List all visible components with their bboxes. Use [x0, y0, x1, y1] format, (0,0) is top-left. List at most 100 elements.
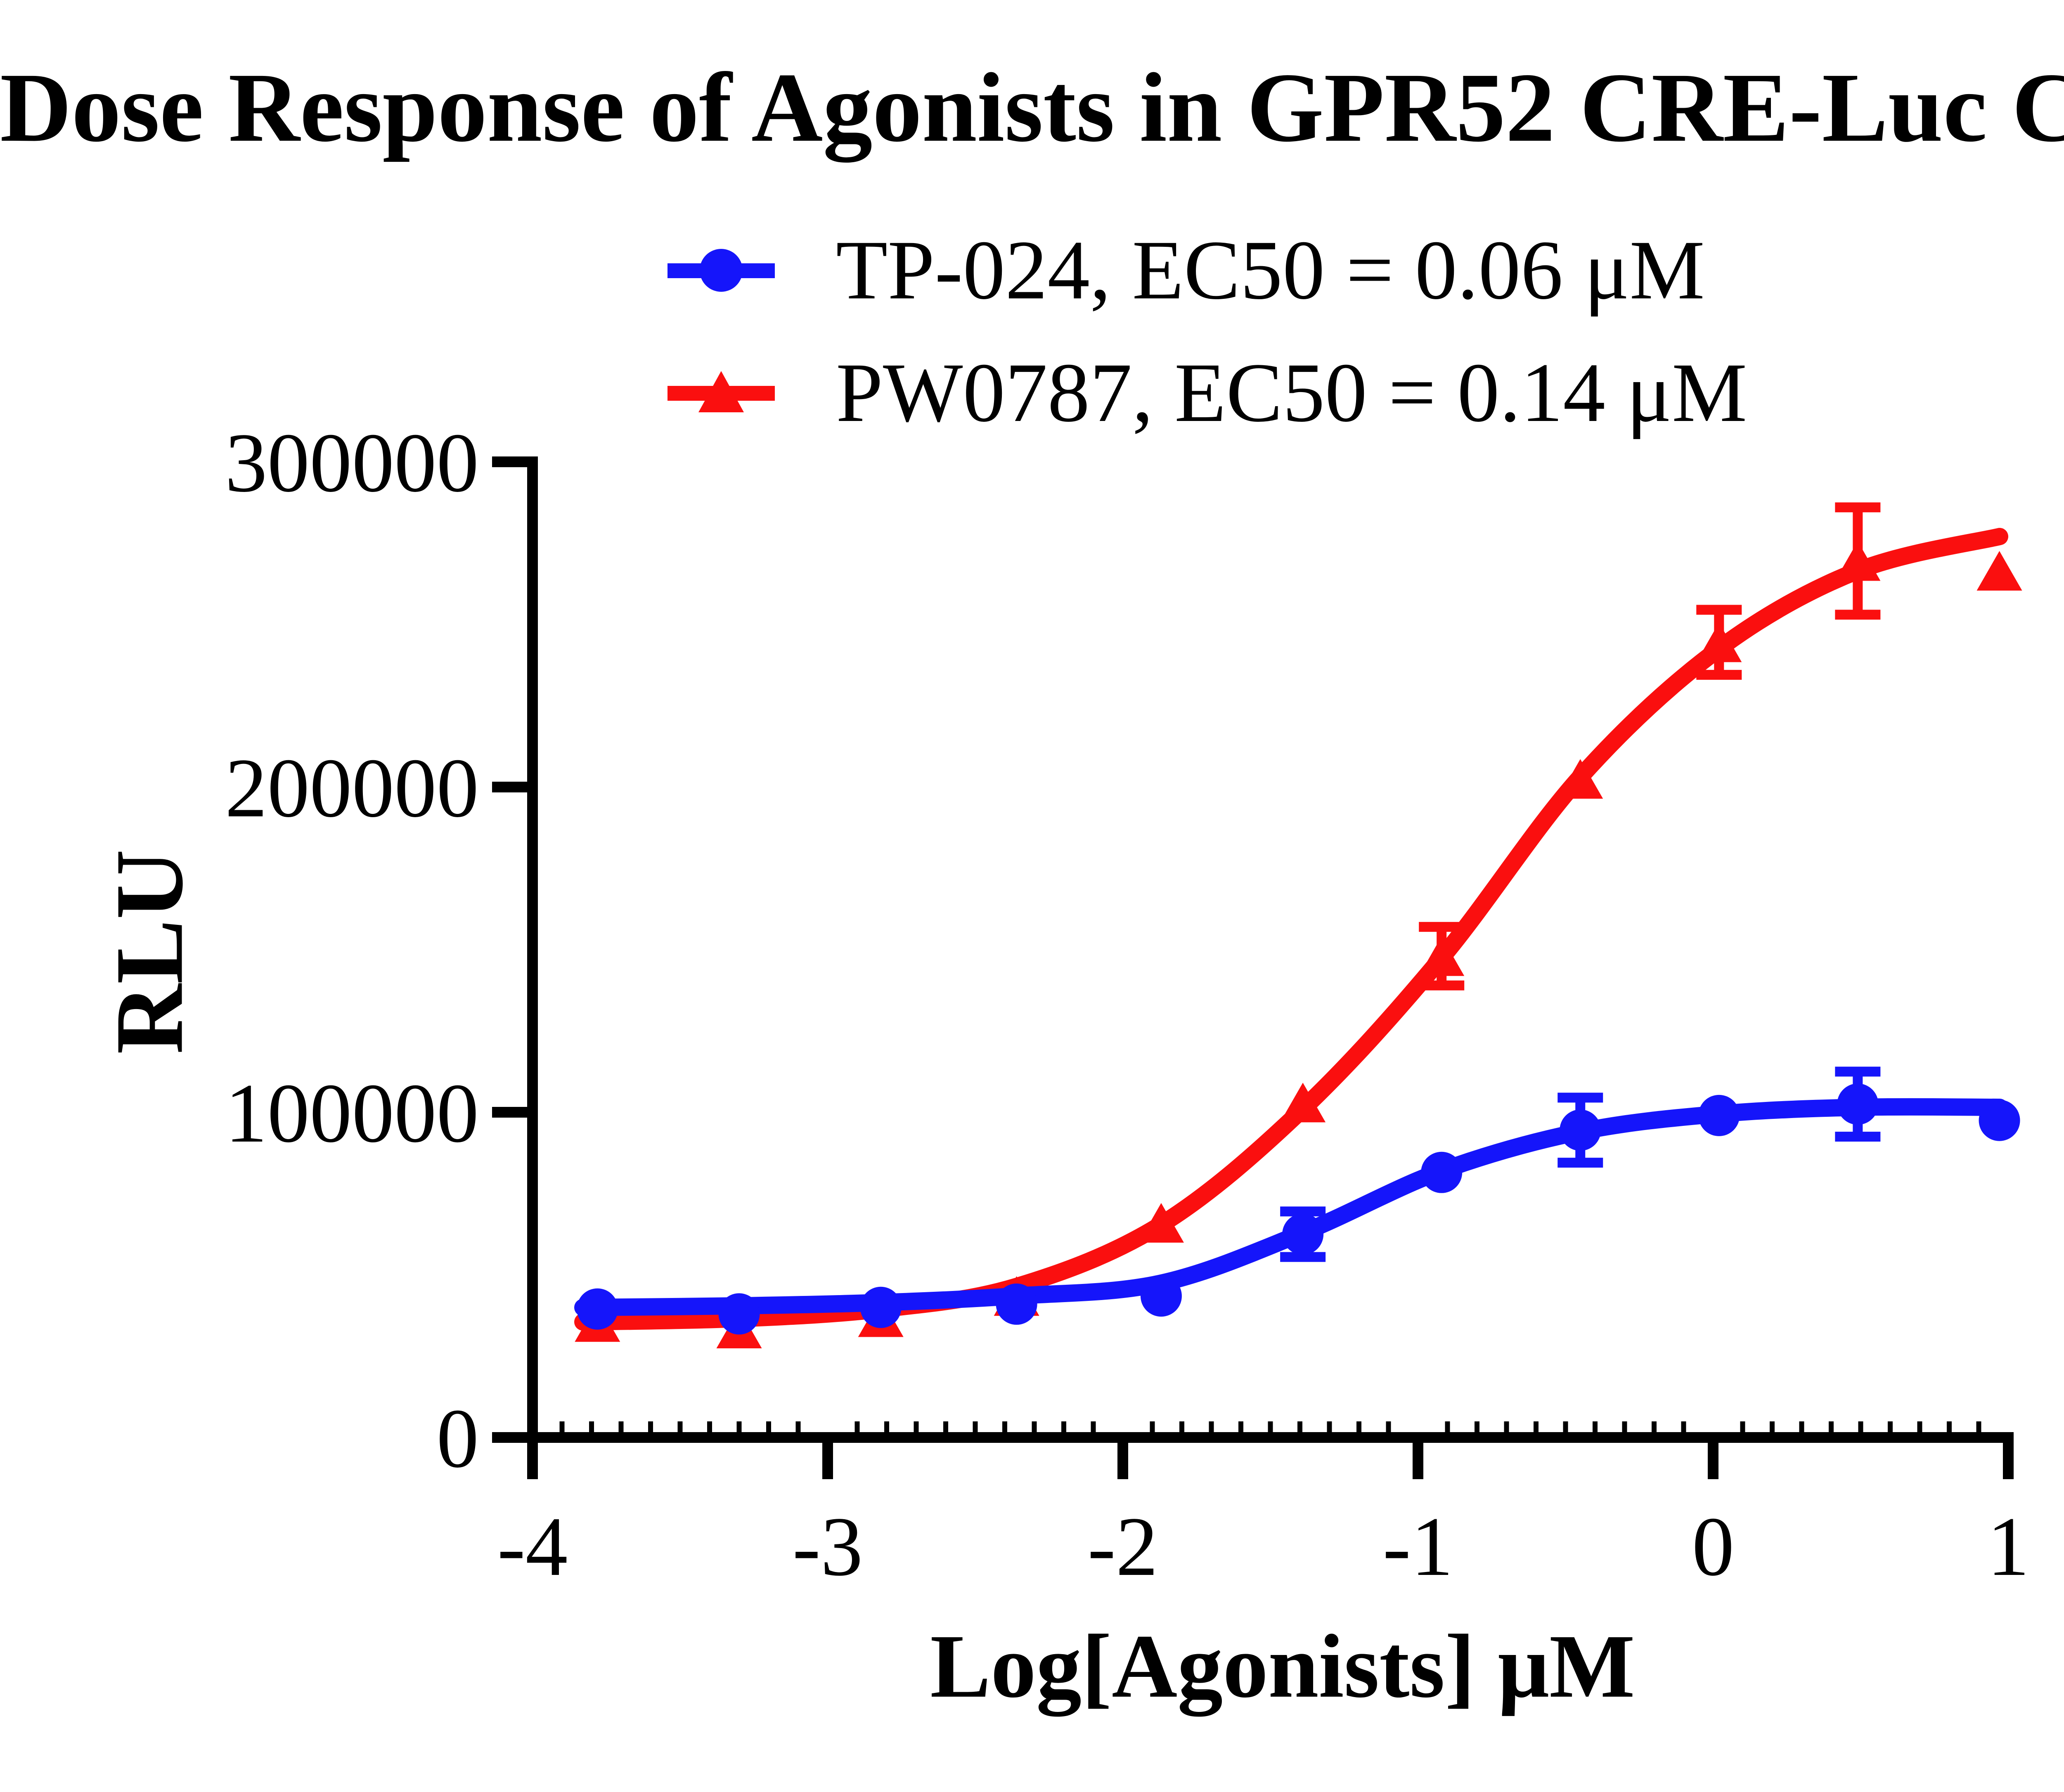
x-minor-tick-mark: [1888, 1421, 1893, 1432]
circle-marker-icon: [700, 249, 743, 292]
error-bar-cap: [1419, 980, 1465, 991]
data-point-pw0787: [1419, 936, 1465, 976]
data-point-tp-024: [860, 1286, 902, 1328]
x-tick-mark: [1708, 1443, 1718, 1479]
x-minor-tick-mark: [1740, 1421, 1745, 1432]
x-tick-label-neg3: -3: [792, 1500, 863, 1593]
error-bar-cap: [1835, 1066, 1881, 1077]
x-minor-tick-mark: [795, 1421, 801, 1432]
error-bar-cap: [1557, 1158, 1603, 1168]
data-point-pw0787: [1138, 1203, 1184, 1243]
x-tick-mark: [822, 1443, 833, 1479]
x-minor-tick-mark: [1150, 1421, 1155, 1432]
chart-title: Dose Response of Agonists in GPR52 CRE-L…: [0, 52, 2064, 162]
x-minor-tick-mark: [1297, 1421, 1302, 1432]
x-minor-tick-mark: [1976, 1421, 1981, 1432]
x-tick-label-neg4: -4: [497, 1500, 568, 1593]
y-tick-label-100000: 100000: [225, 1066, 479, 1160]
x-minor-tick-mark: [589, 1421, 594, 1432]
x-minor-tick-mark: [1032, 1421, 1037, 1432]
legend-label-tp024: TP-024, EC50 = 0.06 μM: [836, 223, 1705, 317]
x-tick-label-0: 0: [1692, 1500, 1735, 1593]
x-minor-tick-mark: [1356, 1421, 1361, 1432]
x-tick-label-neg2: -2: [1087, 1500, 1158, 1593]
data-point-tp-024: [1140, 1275, 1182, 1317]
x-minor-tick-mark: [1593, 1421, 1598, 1432]
error-bar-cap: [1835, 502, 1881, 513]
data-point-pw0787: [1696, 622, 1742, 662]
x-minor-tick-mark: [1061, 1421, 1066, 1432]
x-minor-tick-mark: [914, 1421, 919, 1432]
x-minor-tick-mark: [1622, 1421, 1627, 1432]
x-minor-tick-mark: [648, 1421, 653, 1432]
y-tick-mark: [492, 1432, 527, 1443]
error-bar-cap: [1835, 610, 1881, 620]
data-point-tp-024: [577, 1288, 618, 1330]
data-point-tp-024: [718, 1293, 760, 1335]
legend-marker-tp024: [667, 249, 775, 292]
error-bar-cap: [1696, 605, 1742, 615]
x-minor-tick-mark: [1002, 1421, 1007, 1432]
y-tick-mark: [492, 456, 527, 467]
data-point-tp-024: [1837, 1083, 1879, 1125]
error-bar-cap: [1557, 1092, 1603, 1103]
error-bar-cap: [1419, 922, 1465, 932]
data-point-tp-024: [1560, 1109, 1601, 1151]
data-point-tp-024: [1282, 1213, 1324, 1255]
data-point-tp-024: [1698, 1095, 1740, 1136]
triangle-marker-icon: [698, 371, 744, 412]
legend-marker-pw0787: [667, 371, 775, 412]
x-minor-tick-mark: [1327, 1421, 1332, 1432]
y-tick-mark: [492, 1107, 527, 1118]
x-minor-tick-mark: [1534, 1421, 1539, 1432]
x-minor-tick-mark: [736, 1421, 742, 1432]
x-tick-mark: [527, 1443, 538, 1479]
x-minor-tick-mark: [1799, 1421, 1804, 1432]
x-minor-tick-mark: [1504, 1421, 1509, 1432]
x-minor-tick-mark: [559, 1421, 565, 1432]
x-minor-tick-mark: [677, 1421, 683, 1432]
x-tick-mark: [2003, 1443, 2014, 1479]
data-point-tp-024: [996, 1283, 1037, 1325]
x-minor-tick-mark: [1858, 1421, 1863, 1432]
y-tick-label-0: 0: [436, 1392, 479, 1485]
x-axis-line: [527, 1432, 2014, 1443]
data-point-pw0787: [1835, 541, 1881, 581]
x-minor-tick-mark: [854, 1421, 860, 1432]
x-tick-label-1: 1: [1987, 1500, 2030, 1593]
x-minor-tick-mark: [766, 1421, 771, 1432]
x-minor-tick-mark: [1209, 1421, 1214, 1432]
x-minor-tick-mark: [943, 1421, 948, 1432]
x-minor-tick-mark: [707, 1421, 712, 1432]
series-tp-024: [574, 1066, 2020, 1335]
x-minor-tick-mark: [1179, 1421, 1184, 1432]
x-minor-tick-mark: [973, 1421, 978, 1432]
plot-series: [574, 502, 2022, 1349]
x-minor-tick-mark: [1091, 1421, 1096, 1432]
x-minor-tick-mark: [1829, 1421, 1834, 1432]
data-point-tp-024: [1421, 1151, 1463, 1193]
x-minor-tick-mark: [1681, 1421, 1686, 1432]
x-tick-mark: [1413, 1443, 1423, 1479]
error-bar-cap: [1835, 1132, 1881, 1142]
fit-curve-pw0787: [574, 528, 2008, 1331]
x-minor-tick-mark: [1268, 1421, 1273, 1432]
x-axis-label: Log[Agonists] μM: [930, 1616, 1635, 1716]
data-point-pw0787: [1976, 551, 2022, 591]
x-tick-label-neg1: -1: [1382, 1500, 1453, 1593]
x-minor-tick-mark: [1947, 1421, 1952, 1432]
y-axis-line: [527, 456, 538, 1443]
x-minor-tick-mark: [1652, 1421, 1657, 1432]
y-tick-label-200000: 200000: [225, 741, 479, 835]
x-minor-tick-mark: [1917, 1421, 1922, 1432]
x-minor-tick-mark: [1238, 1421, 1243, 1432]
data-point-pw0787: [1557, 759, 1603, 799]
x-tick-mark: [1117, 1443, 1128, 1479]
data-point-tp-024: [1979, 1099, 2020, 1141]
legend-label-pw0787: PW0787, EC50 = 0.14 μM: [836, 346, 1747, 440]
x-minor-tick-mark: [1563, 1421, 1568, 1432]
error-bar-cap: [1696, 670, 1742, 680]
x-minor-tick-mark: [884, 1421, 889, 1432]
